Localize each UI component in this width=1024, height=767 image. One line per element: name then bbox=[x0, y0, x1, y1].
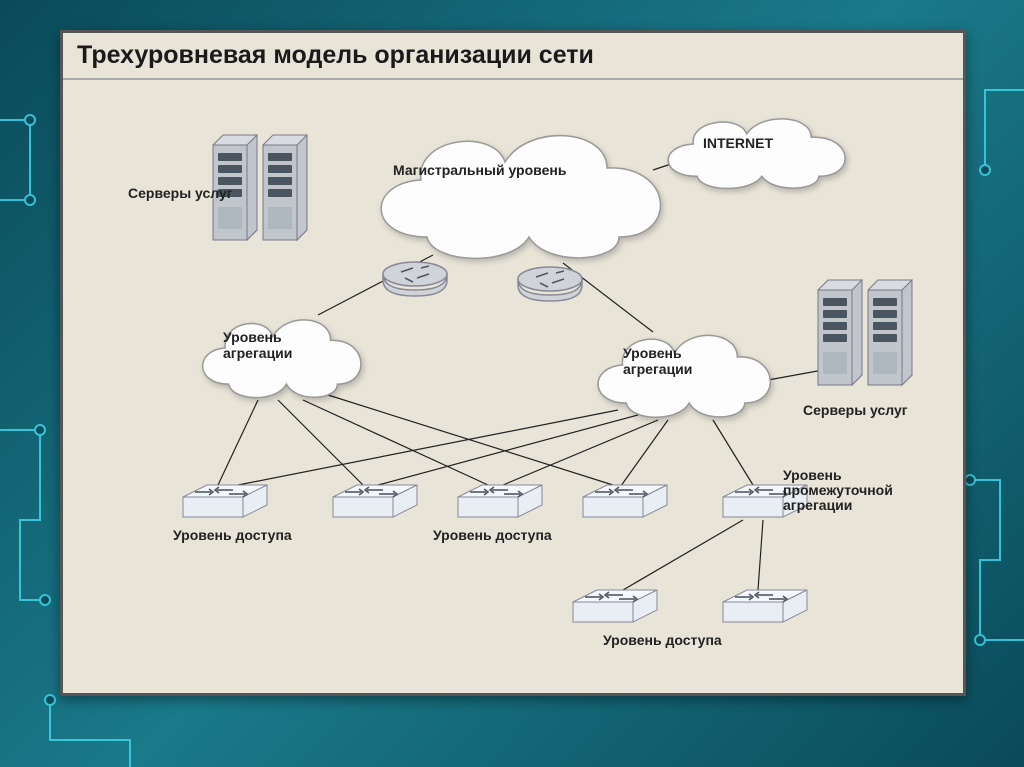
cloud-label: агрегации bbox=[223, 345, 292, 361]
router-icon bbox=[383, 262, 447, 296]
cloud-label: агрегации bbox=[623, 361, 692, 377]
link-agg-right-sw-4 bbox=[618, 420, 668, 490]
slide-background: Трехуровневая модель организации сети bbox=[0, 0, 1024, 767]
link-agg-right-sw-1 bbox=[238, 410, 618, 485]
cloud-backbone bbox=[381, 136, 660, 259]
server-label: Серверы услуг bbox=[128, 185, 233, 201]
link-srv-right-agg-right bbox=[768, 370, 823, 380]
title-bar: Трехуровневая модель организации сети bbox=[63, 33, 963, 80]
server-icon bbox=[263, 135, 307, 240]
router-icon bbox=[518, 267, 582, 301]
link-agg-left-sw-3 bbox=[303, 400, 488, 485]
link-agg-left-sw-2 bbox=[278, 400, 363, 485]
cloud-label: Магистральный уровень bbox=[393, 162, 567, 178]
switch-icon bbox=[723, 590, 807, 622]
switch-icon bbox=[183, 485, 267, 517]
server-icon bbox=[868, 280, 912, 385]
link-agg-right-sw-5 bbox=[713, 420, 753, 485]
link-agg-left-sw-1 bbox=[218, 400, 258, 485]
link-sw-5-sw-7 bbox=[758, 520, 763, 590]
server-label: Серверы услуг bbox=[803, 402, 908, 418]
switch-label: Уровень bbox=[783, 467, 842, 483]
cloud-internet bbox=[668, 119, 845, 189]
cloud-label: Уровень bbox=[623, 345, 682, 361]
switch-label: промежуточной bbox=[783, 482, 893, 498]
link-agg-left-sw-4 bbox=[328, 395, 613, 485]
switch-label: Уровень доступа bbox=[433, 527, 552, 543]
switch-icon bbox=[573, 590, 657, 622]
server-icon bbox=[818, 280, 862, 385]
switch-icon bbox=[458, 485, 542, 517]
diagram-title: Трехуровневая модель организации сети bbox=[77, 41, 949, 70]
link-sw-5-sw-6 bbox=[623, 520, 743, 590]
diagram-panel: Трехуровневая модель организации сети bbox=[60, 30, 966, 696]
switch-icon bbox=[333, 485, 417, 517]
cloud-label: INTERNET bbox=[703, 135, 773, 151]
switch-label: Уровень доступа bbox=[603, 632, 722, 648]
switch-icon bbox=[583, 485, 667, 517]
cloud-label: Уровень bbox=[223, 329, 282, 345]
diagram-svg: Магистральный уровеньINTERNETУровеньагре… bbox=[63, 80, 963, 690]
diagram-canvas: Магистральный уровеньINTERNETУровеньагре… bbox=[63, 80, 963, 690]
switch-label: Уровень доступа bbox=[173, 527, 292, 543]
switch-label: агрегации bbox=[783, 497, 852, 513]
